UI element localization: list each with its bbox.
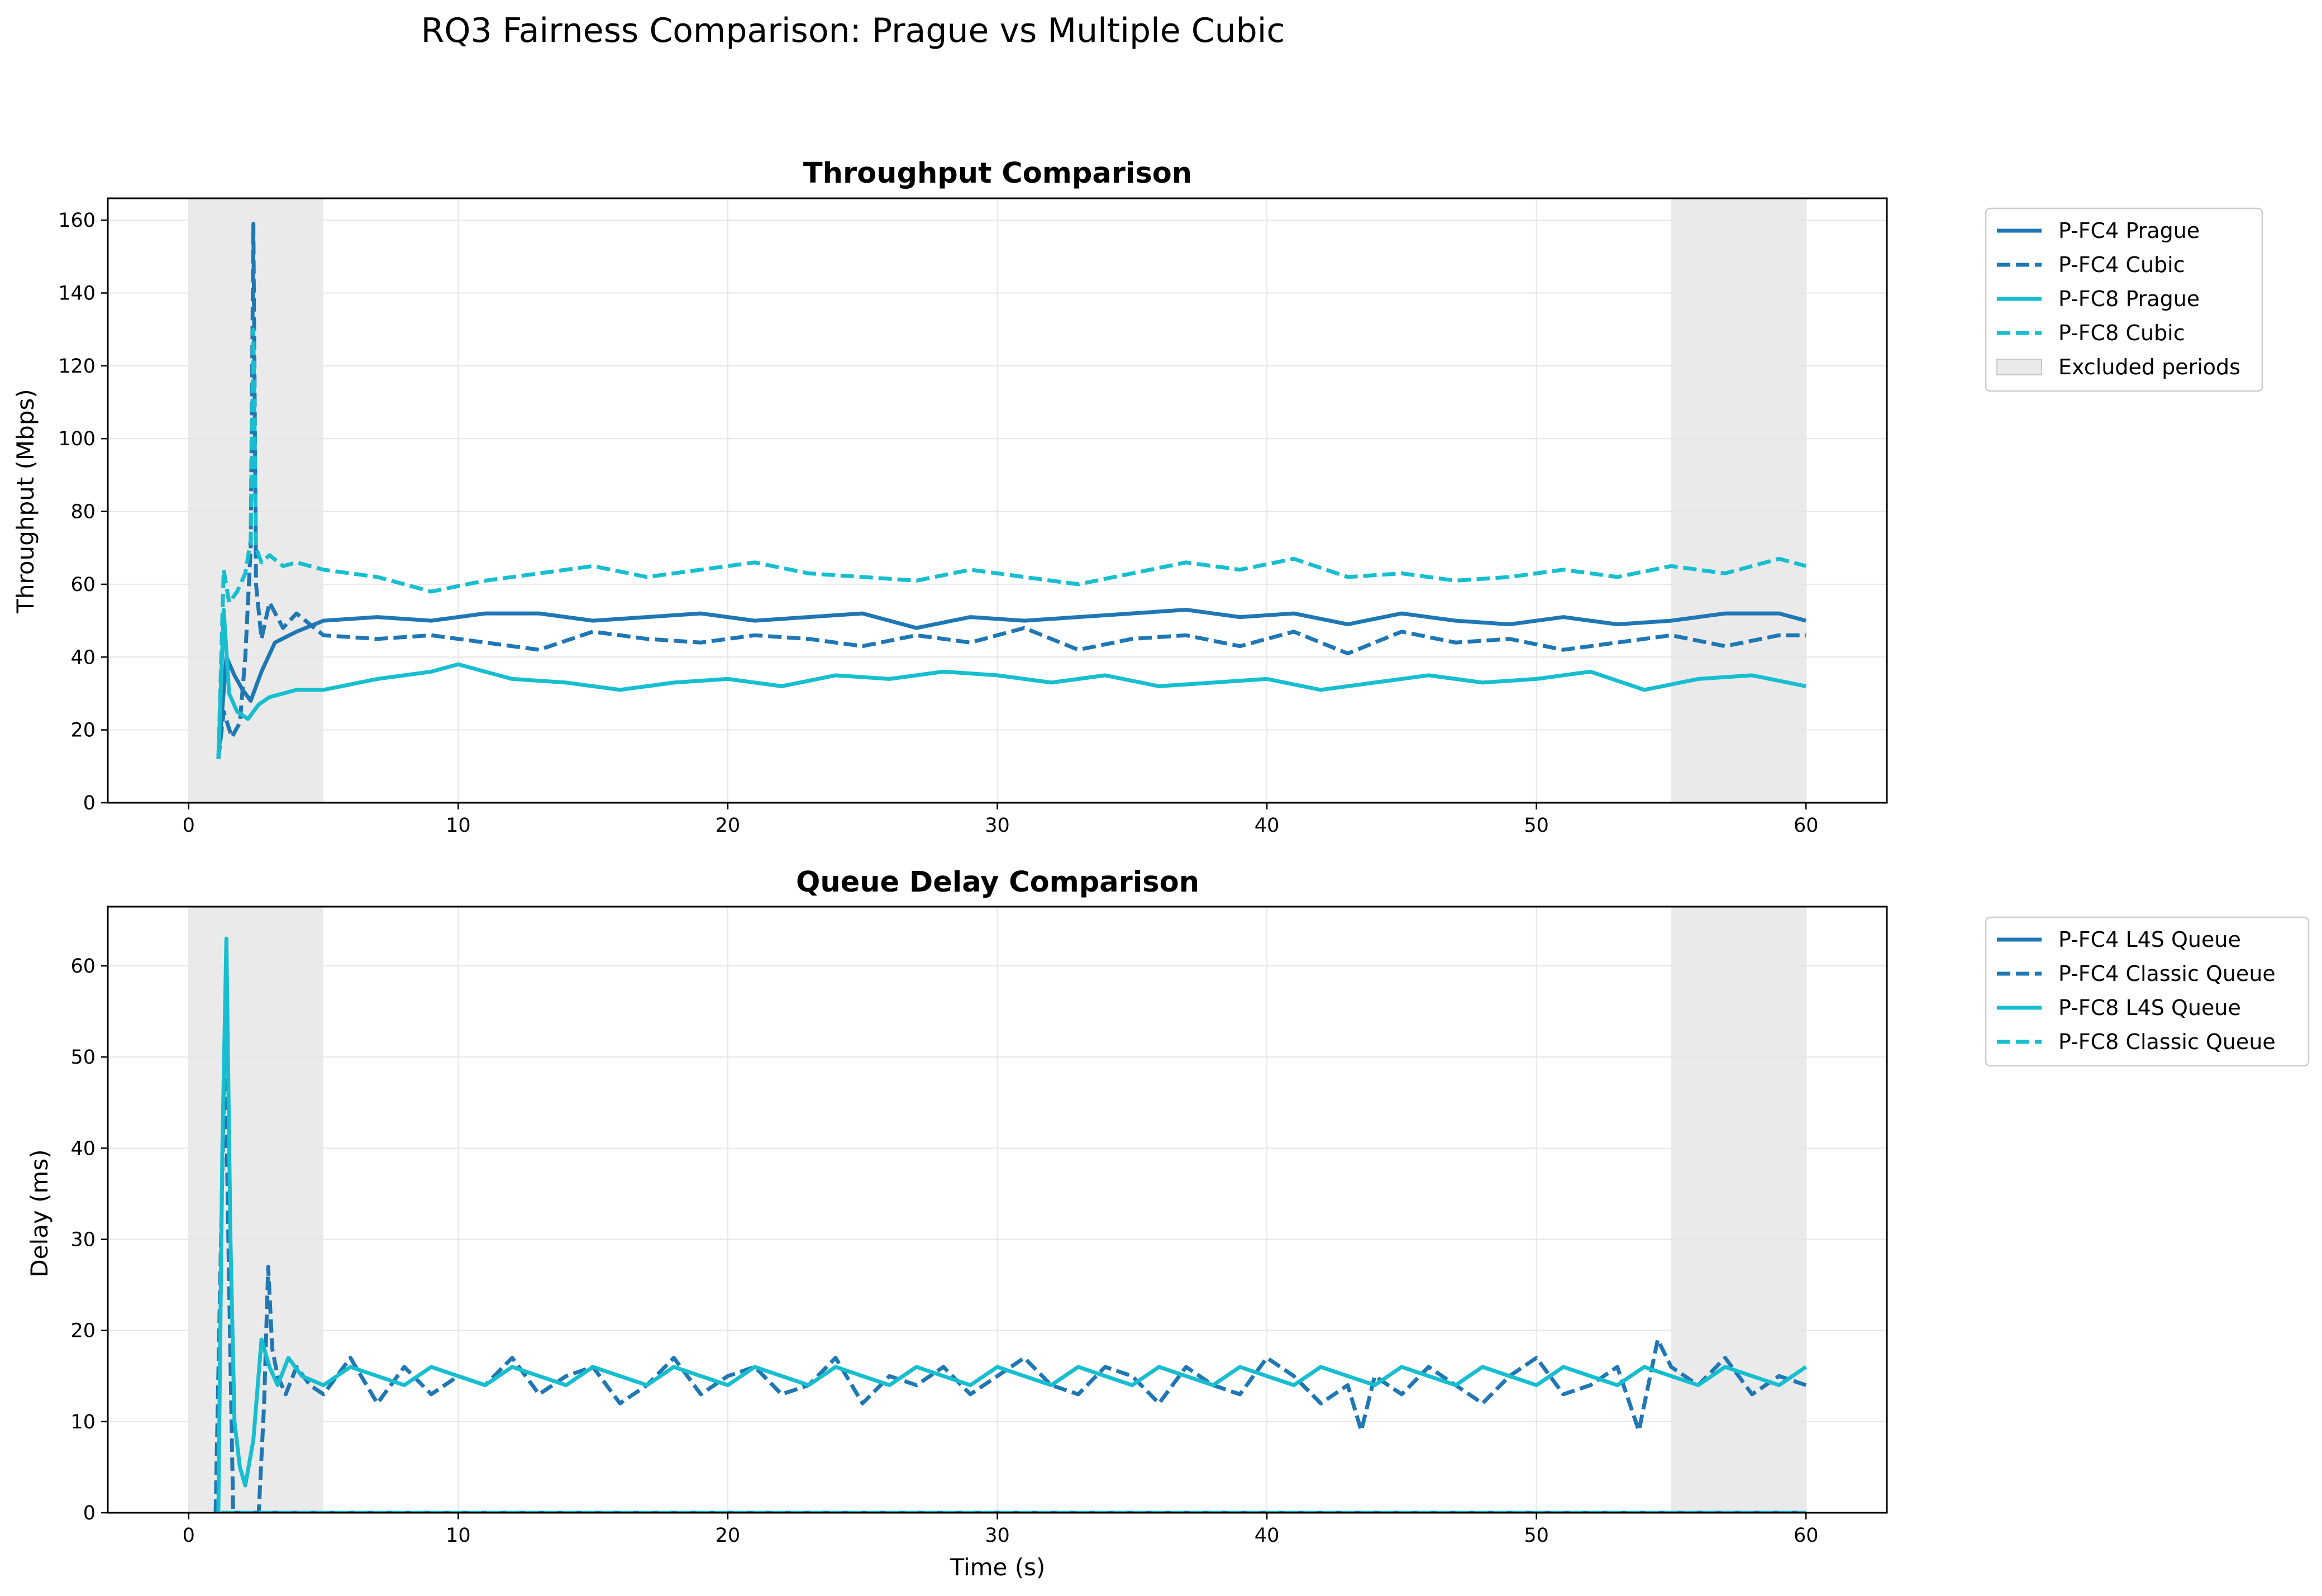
excluded-period-band: [1671, 198, 1806, 803]
x-tick-label: 50: [1524, 814, 1549, 837]
queue-delay-y-axis-label: Delay (ms): [26, 1149, 53, 1277]
y-tick-label: 100: [58, 428, 96, 450]
legend: P-FC4 Prague P-FC4 Cubic P-FC8 Prague P-FC8…: [1985, 207, 2263, 392]
legend-label: Excluded periods: [2058, 355, 2240, 379]
legend-box: [1985, 207, 2263, 392]
y-tick-label: 20: [70, 720, 96, 742]
y-tick-label: 30: [70, 1229, 96, 1251]
x-tick-label: 0: [183, 814, 195, 837]
queue-delay-chart: Queue Delay Comparison Delay (ms) Time (…: [26, 866, 2310, 1581]
queue-delay-chart-title: Queue Delay Comparison: [796, 866, 1199, 899]
legend-label: P-FC4 Prague: [2058, 218, 2200, 243]
x-tick-label: 30: [985, 1524, 1010, 1547]
legend-label: P-FC8 Prague: [2058, 287, 2200, 311]
y-tick-label: 20: [70, 1320, 96, 1342]
legend-label: P-FC8 Cubic: [2058, 321, 2185, 345]
series-line-p-fc4-cubic: [216, 222, 1806, 760]
y-tick-label: 50: [70, 1046, 96, 1069]
series-line-p-fc8-cubic: [216, 327, 1807, 759]
series-line-p-fc8-l4s-queue: [216, 936, 1808, 1513]
y-tick-label: 160: [58, 209, 96, 232]
legend-label: P-FC4 Classic Queue: [2058, 961, 2276, 986]
legend-label: P-FC4 Cubic: [2058, 252, 2185, 277]
x-tick-label: 0: [183, 1524, 195, 1547]
figure-title: RQ3 Fairness Comparison: Prague vs Multi…: [421, 11, 1285, 50]
x-tick-label: 10: [446, 1524, 471, 1547]
x-tick-label: 60: [1794, 1524, 1819, 1547]
y-tick-label: 0: [83, 1502, 96, 1524]
y-tick-label: 120: [58, 355, 96, 378]
throughput-chart: Throughput Comparison Throughput (Mbps) …: [12, 157, 2263, 837]
x-tick-label: 50: [1524, 1524, 1549, 1547]
legend: P-FC4 L4S Queue P-FC4 Classic Queue P-FC8 …: [1985, 916, 2310, 1067]
legend-swatch: [1996, 359, 2042, 375]
series-line-p-fc4-prague: [216, 608, 1807, 760]
x-tick-label: 10: [446, 814, 471, 837]
series-line-p-fc4-classic-queue: [213, 1037, 1807, 1513]
y-tick-label: 40: [70, 646, 96, 669]
time-x-axis-label: Time (s): [950, 1554, 1046, 1581]
y-tick-label: 40: [70, 1137, 96, 1160]
y-tick-label: 60: [70, 574, 96, 596]
x-tick-label: 40: [1255, 814, 1280, 837]
y-tick-label: 60: [70, 955, 96, 978]
x-tick-label: 60: [1794, 814, 1819, 837]
excluded-period-band: [1671, 907, 1806, 1513]
x-tick-label: 20: [716, 1524, 741, 1547]
legend-label: P-FC8 L4S Queue: [2058, 995, 2241, 1020]
x-tick-label: 20: [716, 814, 741, 837]
y-tick-label: 140: [58, 282, 96, 304]
y-tick-label: 10: [70, 1411, 96, 1433]
legend-label: P-FC4 L4S Queue: [2058, 927, 2241, 952]
x-tick-label: 30: [985, 814, 1010, 837]
legend-label: P-FC8 Classic Queue: [2058, 1030, 2276, 1054]
x-tick-label: 40: [1255, 1524, 1280, 1547]
y-tick-label: 80: [70, 501, 96, 523]
throughput-y-axis-label: Throughput (Mbps): [12, 389, 39, 614]
series-line-p-fc8-prague: [216, 608, 1806, 759]
y-tick-label: 0: [83, 792, 96, 814]
legend-box: [1985, 916, 2310, 1067]
throughput-chart-title: Throughput Comparison: [803, 157, 1192, 190]
